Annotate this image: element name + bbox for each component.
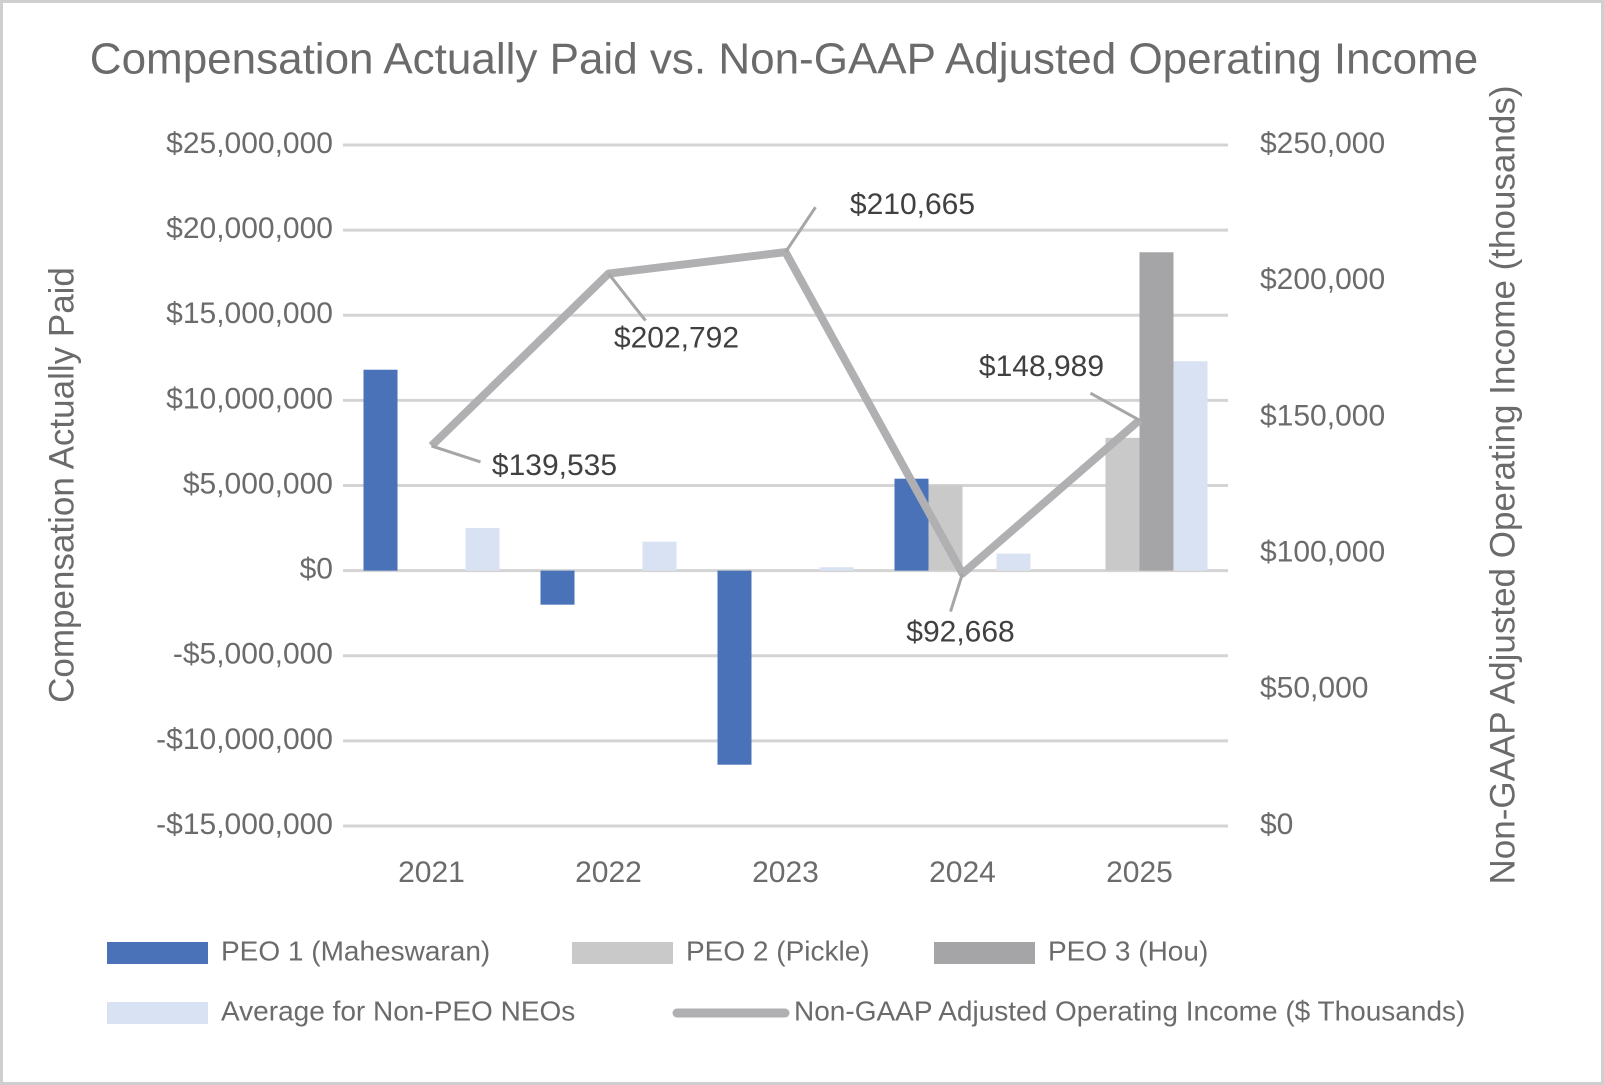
y-tick-label: -$5,000,000 [173, 638, 333, 671]
x-tick-label: 2021 [398, 856, 465, 889]
legend-label: PEO 3 (Hou) [1048, 935, 1208, 966]
bar [465, 528, 500, 571]
bar [996, 553, 1031, 571]
leader-line [607, 272, 647, 322]
leader-line [1089, 391, 1141, 422]
y-tick-label: $25,000,000 [166, 127, 333, 160]
legend-label: Average for Non-PEO NEOs [221, 995, 575, 1026]
bar [540, 570, 575, 605]
data-label: $210,665 [850, 188, 975, 221]
bar [819, 567, 854, 571]
y2-axis-title: Non-GAAP Adjusted Operating Income (thou… [1483, 86, 1522, 885]
data-label: $202,792 [614, 322, 739, 355]
y-tick-label: -$15,000,000 [156, 808, 333, 841]
leader-line [431, 444, 481, 464]
y2-tick-label: $200,000 [1260, 263, 1385, 296]
x-tick-label: 2022 [575, 856, 642, 889]
legend-swatch [107, 1002, 208, 1024]
bar [363, 369, 398, 571]
leader-line [949, 573, 964, 613]
y2-tick-label: $0 [1260, 808, 1293, 841]
chart-title: Compensation Actually Paid vs. Non-GAAP … [90, 35, 1478, 84]
x-tick-label: 2024 [929, 856, 996, 889]
legend-swatch [934, 942, 1035, 964]
y-tick-label: $20,000,000 [166, 212, 333, 245]
y2-tick-label: $250,000 [1260, 127, 1385, 160]
x-tick-label: 2025 [1106, 856, 1173, 889]
data-label: $92,668 [906, 615, 1014, 648]
bar [717, 570, 752, 765]
x-tick-label: 2023 [752, 856, 819, 889]
y2-tick-label: $150,000 [1260, 399, 1385, 432]
y-tick-label: $5,000,000 [183, 467, 333, 500]
data-label: $139,535 [492, 449, 617, 482]
legend-swatch [572, 942, 673, 964]
y-tick-label: $10,000,000 [166, 382, 333, 415]
bar [1139, 252, 1174, 571]
legend-label: PEO 2 (Pickle) [686, 935, 870, 966]
legend-label: Non-GAAP Adjusted Operating Income ($ Th… [794, 995, 1465, 1026]
y-tick-label: $0 [300, 553, 333, 586]
y-tick-label: $15,000,000 [166, 297, 333, 330]
bar [894, 478, 929, 571]
data-label: $148,989 [979, 350, 1104, 383]
bar [642, 541, 677, 571]
y-axis-title: Compensation Actually Paid [42, 267, 81, 703]
y2-tick-label: $100,000 [1260, 536, 1385, 569]
y2-tick-label: $50,000 [1260, 672, 1368, 705]
legend-label: PEO 1 (Maheswaran) [221, 935, 490, 966]
bar [1105, 437, 1140, 571]
y-tick-label: -$10,000,000 [156, 723, 333, 756]
legend-swatch [107, 942, 208, 964]
leader-line [784, 206, 817, 253]
bar [1173, 361, 1208, 571]
